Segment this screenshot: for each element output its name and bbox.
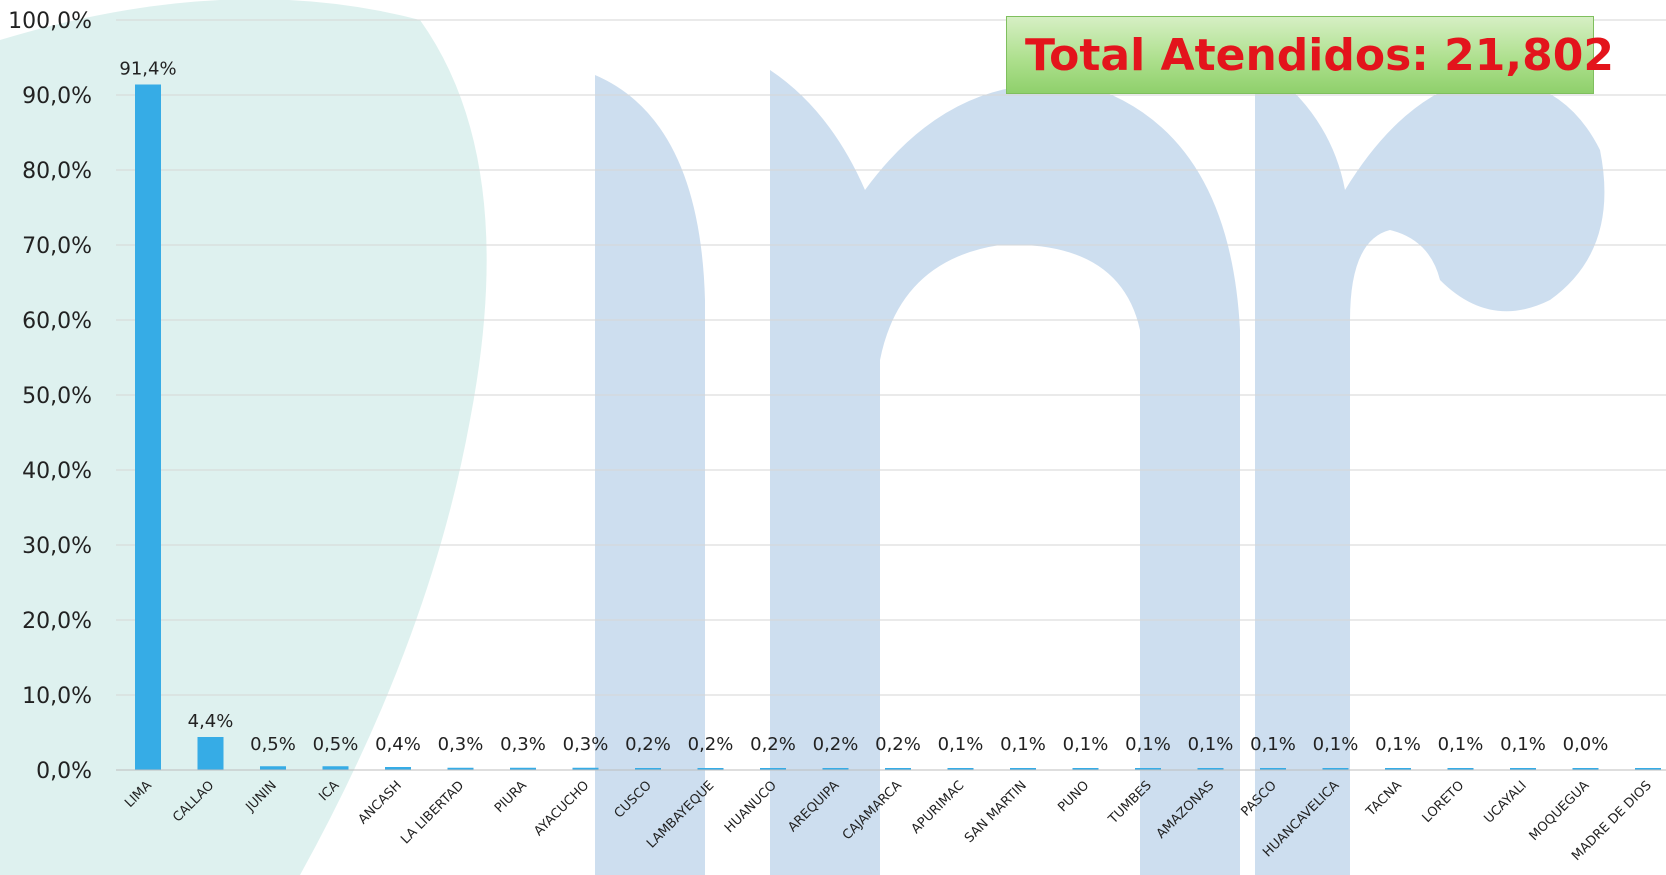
y-tick-label: 30,0% — [22, 534, 92, 559]
watermark-teal-shape — [0, 0, 487, 875]
data-label: 4,4% — [188, 711, 234, 732]
y-tick-label: 100,0% — [8, 9, 92, 34]
bar — [1572, 768, 1599, 770]
bar — [1385, 768, 1411, 770]
data-label: 91,4% — [119, 59, 176, 80]
x-tick-label: UCAYALI — [1481, 778, 1529, 826]
data-label: 0,3% — [500, 734, 546, 755]
bar — [885, 768, 911, 770]
data-label: 0,3% — [438, 734, 484, 755]
x-tick-label: LORETO — [1420, 778, 1468, 826]
bar — [1510, 768, 1536, 770]
y-tick-label: 10,0% — [22, 684, 92, 709]
bar — [1197, 768, 1224, 770]
x-tick-label: PIURA — [492, 778, 530, 816]
bar — [510, 767, 536, 770]
bar — [385, 767, 411, 770]
x-tick-label: AYACUCHO — [531, 778, 592, 839]
data-label: 0,1% — [1125, 734, 1171, 755]
bar — [1135, 768, 1161, 770]
y-tick-label: 40,0% — [22, 459, 92, 484]
data-label: 0,1% — [1375, 734, 1421, 755]
bar — [1260, 768, 1286, 770]
data-label: 0,0% — [1563, 734, 1609, 755]
x-tick-label: MOQUEGUA — [1527, 778, 1593, 844]
watermark-logo — [0, 0, 1605, 875]
bar — [697, 768, 724, 770]
bar — [1635, 768, 1661, 770]
data-label: 0,5% — [313, 734, 359, 755]
y-tick-label: 20,0% — [22, 609, 92, 634]
bar — [260, 766, 286, 770]
data-label: 0,1% — [938, 734, 984, 755]
data-label: 0,4% — [375, 734, 421, 755]
data-label: 0,2% — [875, 734, 921, 755]
data-label: 0,3% — [563, 734, 609, 755]
data-label: 0,1% — [1000, 734, 1046, 755]
bar — [1072, 768, 1099, 770]
x-tick-label: SAN MARTIN — [962, 778, 1030, 846]
bars — [135, 84, 1661, 770]
total-attended-box: Total Atendidos: 21,802 — [1006, 16, 1614, 94]
watermark-stroke-1 — [595, 75, 705, 875]
bar — [322, 766, 349, 770]
bar — [1322, 768, 1349, 770]
y-tick-label: 0,0% — [36, 759, 92, 784]
data-labels: 91,4% 4,4% 0,5% 0,5% 0,4% 0,3% 0,3% 0,3% 0,2% 0,2… — [119, 59, 1608, 756]
y-tick-label: 90,0% — [22, 84, 92, 109]
y-tick-label: 70,0% — [22, 234, 92, 259]
bar — [947, 768, 974, 770]
x-tick-label: LA LIBERTAD — [398, 778, 467, 847]
data-label: 0,2% — [750, 734, 796, 755]
total-attended-label: Total Atendidos: 21,802 — [1025, 29, 1614, 81]
bar — [197, 737, 224, 770]
data-label: 0,1% — [1500, 734, 1546, 755]
watermark-stroke-3 — [1255, 60, 1605, 875]
data-label: 0,2% — [625, 734, 671, 755]
data-label: 0,1% — [1313, 734, 1359, 755]
data-label: 0,1% — [1250, 734, 1296, 755]
y-axis: 0,0% 10,0% 20,0% 30,0% 40,0% 50,0% 60,0% 70,0% 8… — [8, 9, 92, 784]
data-label: 0,5% — [250, 734, 296, 755]
x-tick-label: ANCASH — [356, 778, 405, 827]
x-tick-label: PUNO — [1055, 778, 1092, 815]
bar — [635, 768, 661, 770]
data-label: 0,2% — [688, 734, 734, 755]
bar — [447, 767, 474, 770]
data-label: 0,1% — [1063, 734, 1109, 755]
x-tick-label: TACNA — [1363, 778, 1405, 820]
data-label: 0,1% — [1438, 734, 1484, 755]
watermark-stroke-2 — [770, 70, 1240, 875]
y-tick-label: 50,0% — [22, 384, 92, 409]
y-tick-label: 80,0% — [22, 159, 92, 184]
bar — [822, 768, 849, 770]
y-tick-label: 60,0% — [22, 309, 92, 334]
bar — [760, 768, 786, 770]
bar — [1010, 768, 1036, 770]
data-label: 0,2% — [813, 734, 859, 755]
bar — [572, 767, 599, 770]
bar — [1447, 768, 1474, 770]
bar — [135, 84, 161, 770]
x-tick-label: APURIMAC — [909, 778, 968, 837]
data-label: 0,1% — [1188, 734, 1234, 755]
